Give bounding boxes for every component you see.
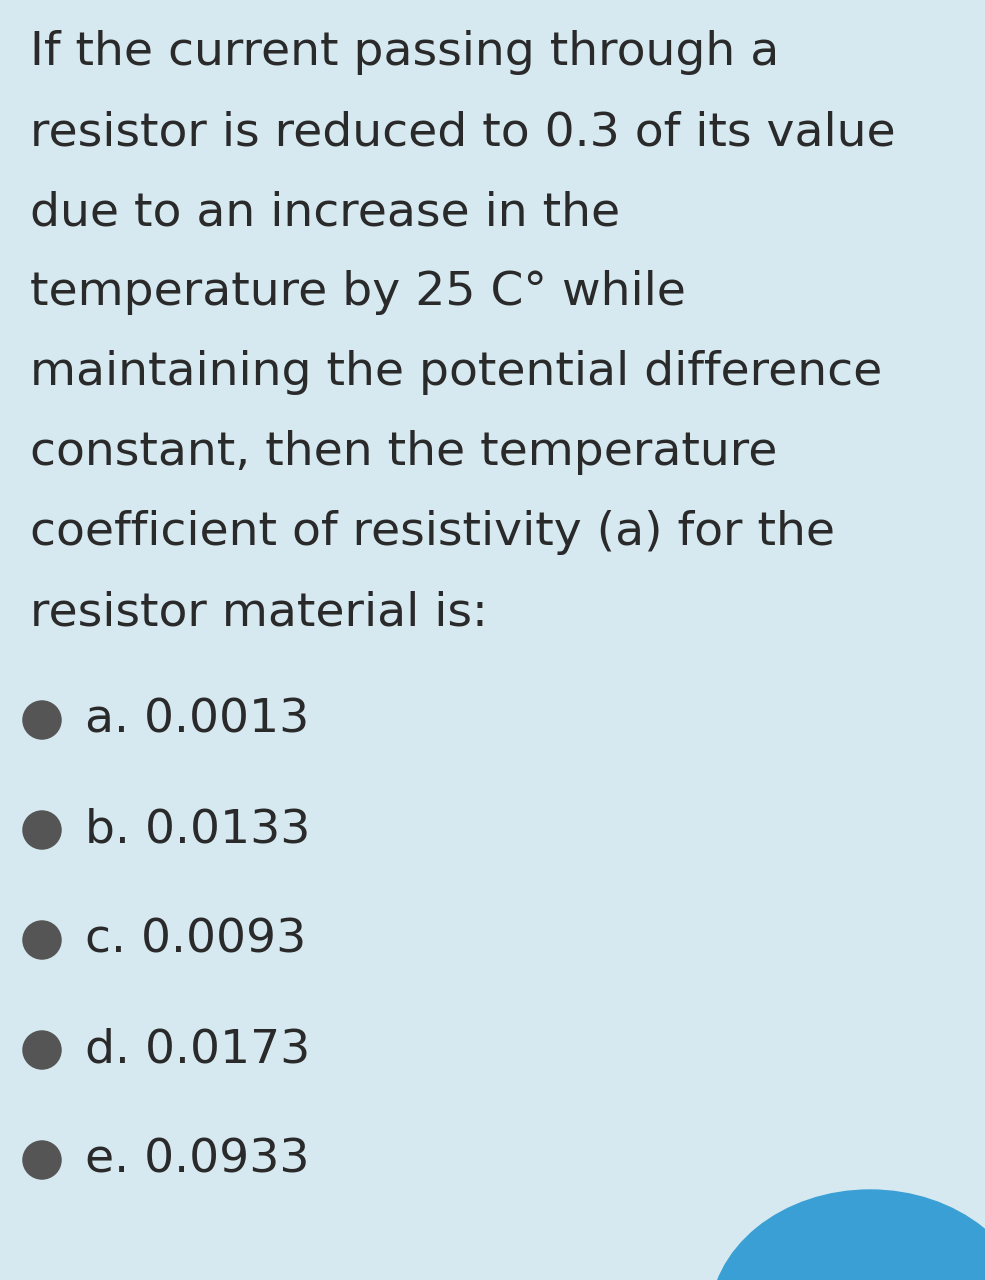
Text: temperature by 25 C° while: temperature by 25 C° while <box>30 270 686 315</box>
Text: c. 0.0093: c. 0.0093 <box>85 918 306 963</box>
Text: a. 0.0013: a. 0.0013 <box>85 698 309 742</box>
Text: maintaining the potential difference: maintaining the potential difference <box>30 349 883 396</box>
Text: b. 0.0133: b. 0.0133 <box>85 808 310 852</box>
Text: constant, then the temperature: constant, then the temperature <box>30 430 777 475</box>
Text: e. 0.0933: e. 0.0933 <box>85 1138 309 1183</box>
Circle shape <box>24 701 60 739</box>
Text: resistor is reduced to 0.3 of its value: resistor is reduced to 0.3 of its value <box>30 110 895 155</box>
Ellipse shape <box>710 1190 985 1280</box>
Text: d. 0.0173: d. 0.0173 <box>85 1028 310 1073</box>
Text: resistor material is:: resistor material is: <box>30 590 488 635</box>
Circle shape <box>24 1142 60 1178</box>
Text: coefficient of resistivity (a) for the: coefficient of resistivity (a) for the <box>30 509 835 556</box>
Circle shape <box>24 812 60 847</box>
Text: due to an increase in the: due to an increase in the <box>30 189 621 236</box>
Circle shape <box>24 1032 60 1068</box>
Text: If the current passing through a: If the current passing through a <box>30 29 779 76</box>
Circle shape <box>24 922 60 957</box>
